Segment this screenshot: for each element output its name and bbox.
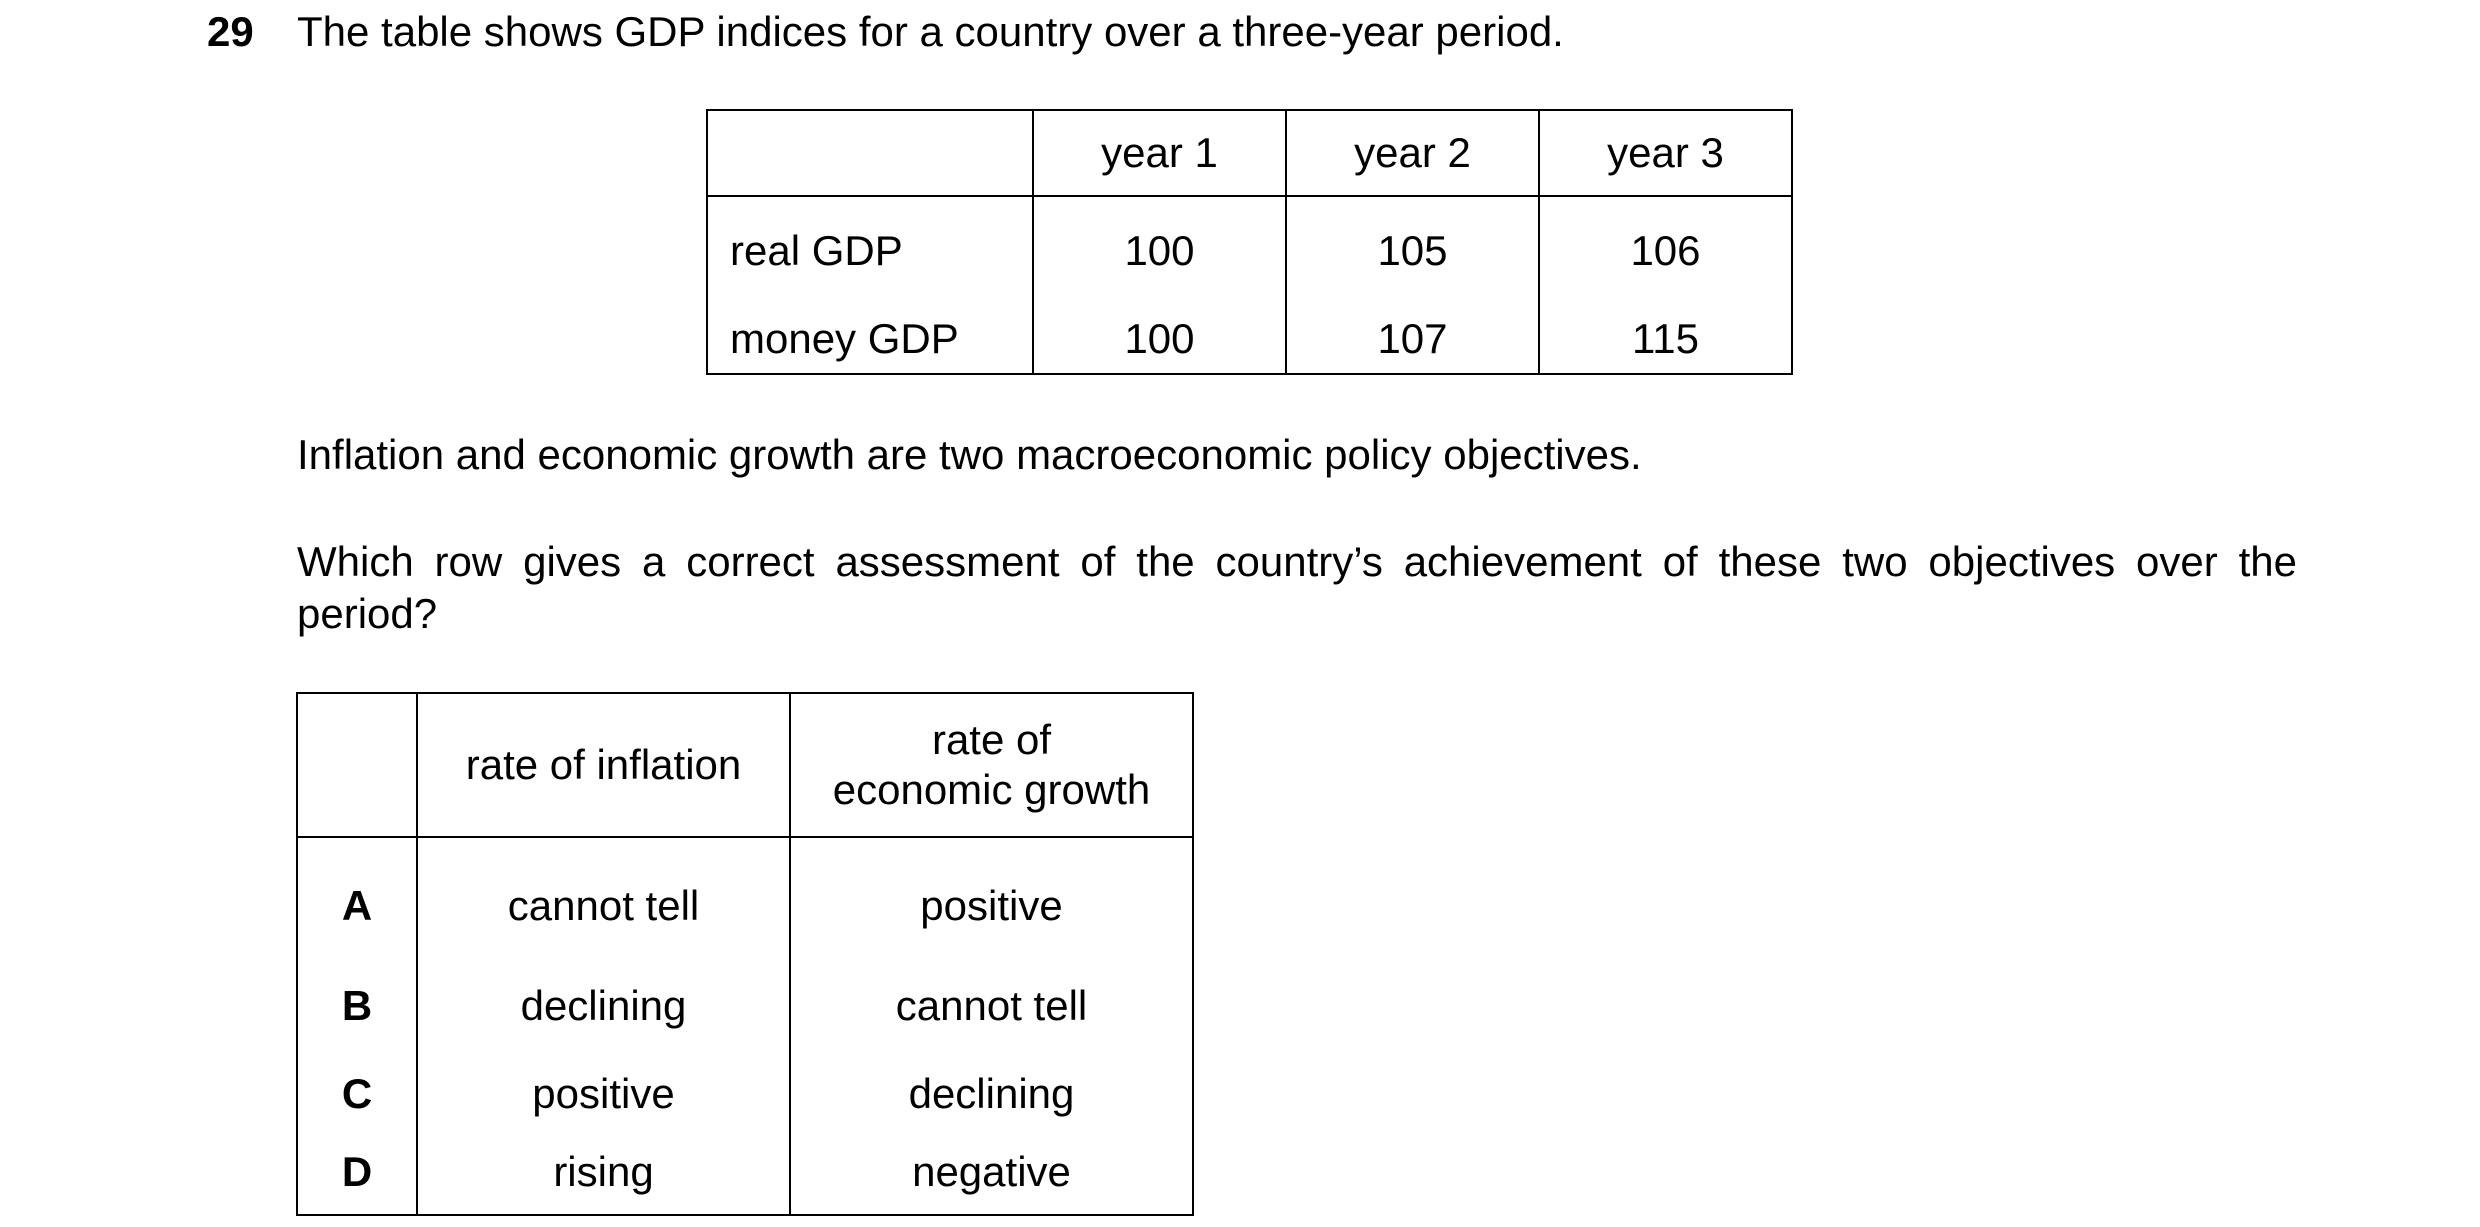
money-gdp-year-2: 107 [1285,305,1540,374]
option-letter: B [296,962,418,1050]
question-intro: The table shows GDP indices for a countr… [297,8,1564,55]
money-gdp-year-3: 115 [1538,305,1793,374]
table-row: real GDP 100 105 106 [706,196,1793,305]
option-growth: positive [789,837,1194,962]
real-gdp-label: real GDP [706,196,1034,305]
gdp-index-table: year 1 year 2 year 3 real GDP 100 105 10… [706,109,1793,375]
gdp-header-blank [706,110,1034,197]
header-growth-line-1: rate of [931,716,1052,763]
option-growth: declining [789,1050,1194,1138]
gdp-table-header-row: year 1 year 2 year 3 [706,110,1793,197]
real-gdp-year-1: 100 [1032,196,1287,305]
gdp-header-year-1: year 1 [1032,110,1287,197]
option-inflation: positive [416,1050,791,1138]
question-number: 29 [207,8,254,55]
option-row-d[interactable]: D rising negative [296,1138,1194,1215]
option-growth: negative [789,1138,1194,1215]
header-growth-line-2: economic growth [832,766,1151,813]
option-letter: A [296,837,418,962]
option-letter: D [296,1138,418,1215]
option-inflation: cannot tell [416,837,791,962]
money-gdp-label: money GDP [706,305,1034,374]
option-row-b[interactable]: B declining cannot tell [296,962,1194,1050]
option-growth: cannot tell [789,962,1194,1050]
option-inflation: rising [416,1138,791,1215]
header-rate-of-inflation: rate of inflation [416,693,791,838]
option-letter: C [296,1050,418,1138]
real-gdp-year-3: 106 [1538,196,1793,305]
option-inflation: declining [416,962,791,1050]
option-row-c[interactable]: C positive declining [296,1050,1194,1138]
gdp-header-year-3: year 3 [1538,110,1793,197]
table-row: money GDP 100 107 115 [706,305,1793,374]
header-rate-of-economic-growth: rate of economic growth [789,693,1194,838]
real-gdp-year-2: 105 [1285,196,1540,305]
gdp-header-year-2: year 2 [1285,110,1540,197]
policy-statement: Inflation and economic growth are two ma… [297,431,1642,478]
options-header-row: rate of inflation rate of economic growt… [296,693,1194,838]
money-gdp-year-1: 100 [1032,305,1287,374]
options-header-blank [296,693,418,838]
question-prompt: Which row gives a correct assessment of … [297,538,2297,637]
option-row-a[interactable]: A cannot tell positive [296,837,1194,962]
answer-options-table: rate of inflation rate of economic growt… [296,692,1194,1216]
